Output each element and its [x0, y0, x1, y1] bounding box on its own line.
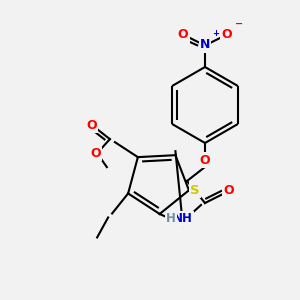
Text: NH: NH	[173, 212, 193, 226]
Text: O: O	[91, 147, 101, 160]
Text: +: +	[212, 29, 219, 38]
Text: O: O	[86, 118, 97, 132]
Text: S: S	[190, 184, 200, 197]
Text: −: −	[235, 19, 243, 29]
Text: H: H	[166, 212, 176, 226]
Text: O: O	[222, 28, 232, 41]
Text: O: O	[200, 154, 210, 166]
Text: O: O	[178, 28, 188, 41]
Text: N: N	[200, 38, 210, 52]
Text: O: O	[224, 184, 234, 197]
